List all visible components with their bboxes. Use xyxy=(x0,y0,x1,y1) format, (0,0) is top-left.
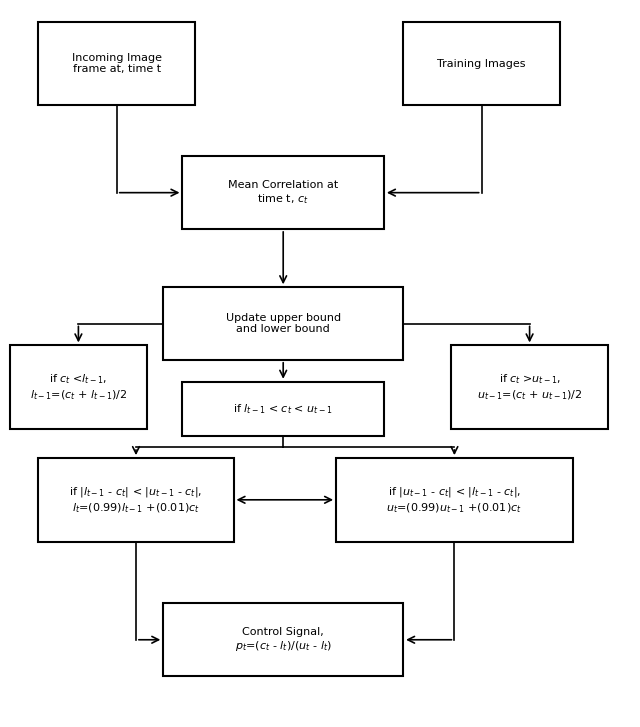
Text: if $c_t$ <$l_{t-1}$,
$l_{t-1}$=($c_t$ + $l_{t-1}$)/2: if $c_t$ <$l_{t-1}$, $l_{t-1}$=($c_t$ + … xyxy=(30,372,127,402)
Text: if |$u_{t-1}$ - $c_t$| < |$l_{t-1}$ - $c_t$|,
$u_t$=(0.99)$u_{t-1}$ +(0.01)$c_t$: if |$u_{t-1}$ - $c_t$| < |$l_{t-1}$ - $c… xyxy=(387,485,522,515)
Text: Training Images: Training Images xyxy=(437,59,526,68)
FancyBboxPatch shape xyxy=(38,22,195,105)
Text: Incoming Image
frame at, time t: Incoming Image frame at, time t xyxy=(72,53,162,74)
FancyBboxPatch shape xyxy=(163,603,403,676)
FancyBboxPatch shape xyxy=(182,156,384,229)
Text: Mean Correlation at
time t, $c_t$: Mean Correlation at time t, $c_t$ xyxy=(228,180,339,206)
FancyBboxPatch shape xyxy=(182,382,384,436)
Text: if $c_t$ >$u_{t-1}$,
$u_{t-1}$=($c_t$ + $u_{t-1}$)/2: if $c_t$ >$u_{t-1}$, $u_{t-1}$=($c_t$ + … xyxy=(477,372,582,402)
FancyBboxPatch shape xyxy=(451,345,608,429)
FancyBboxPatch shape xyxy=(336,458,573,542)
FancyBboxPatch shape xyxy=(403,22,560,105)
Text: if $l_{t-1}$ < $c_t$ < $u_{t-1}$: if $l_{t-1}$ < $c_t$ < $u_{t-1}$ xyxy=(234,402,333,416)
FancyBboxPatch shape xyxy=(163,287,403,360)
Text: if |$l_{t-1}$ - $c_t$| < |$u_{t-1}$ - $c_t$|,
$l_t$=(0.99)$l_{t-1}$ +(0.01)$c_t$: if |$l_{t-1}$ - $c_t$| < |$u_{t-1}$ - $c… xyxy=(69,485,203,515)
FancyBboxPatch shape xyxy=(38,458,234,542)
Text: Update upper bound
and lower bound: Update upper bound and lower bound xyxy=(226,313,340,334)
FancyBboxPatch shape xyxy=(10,345,147,429)
Text: Control Signal,
$p_t$=($c_t$ - $l_t$)/($u_t$ - $l_t$): Control Signal, $p_t$=($c_t$ - $l_t$)/($… xyxy=(235,627,332,653)
